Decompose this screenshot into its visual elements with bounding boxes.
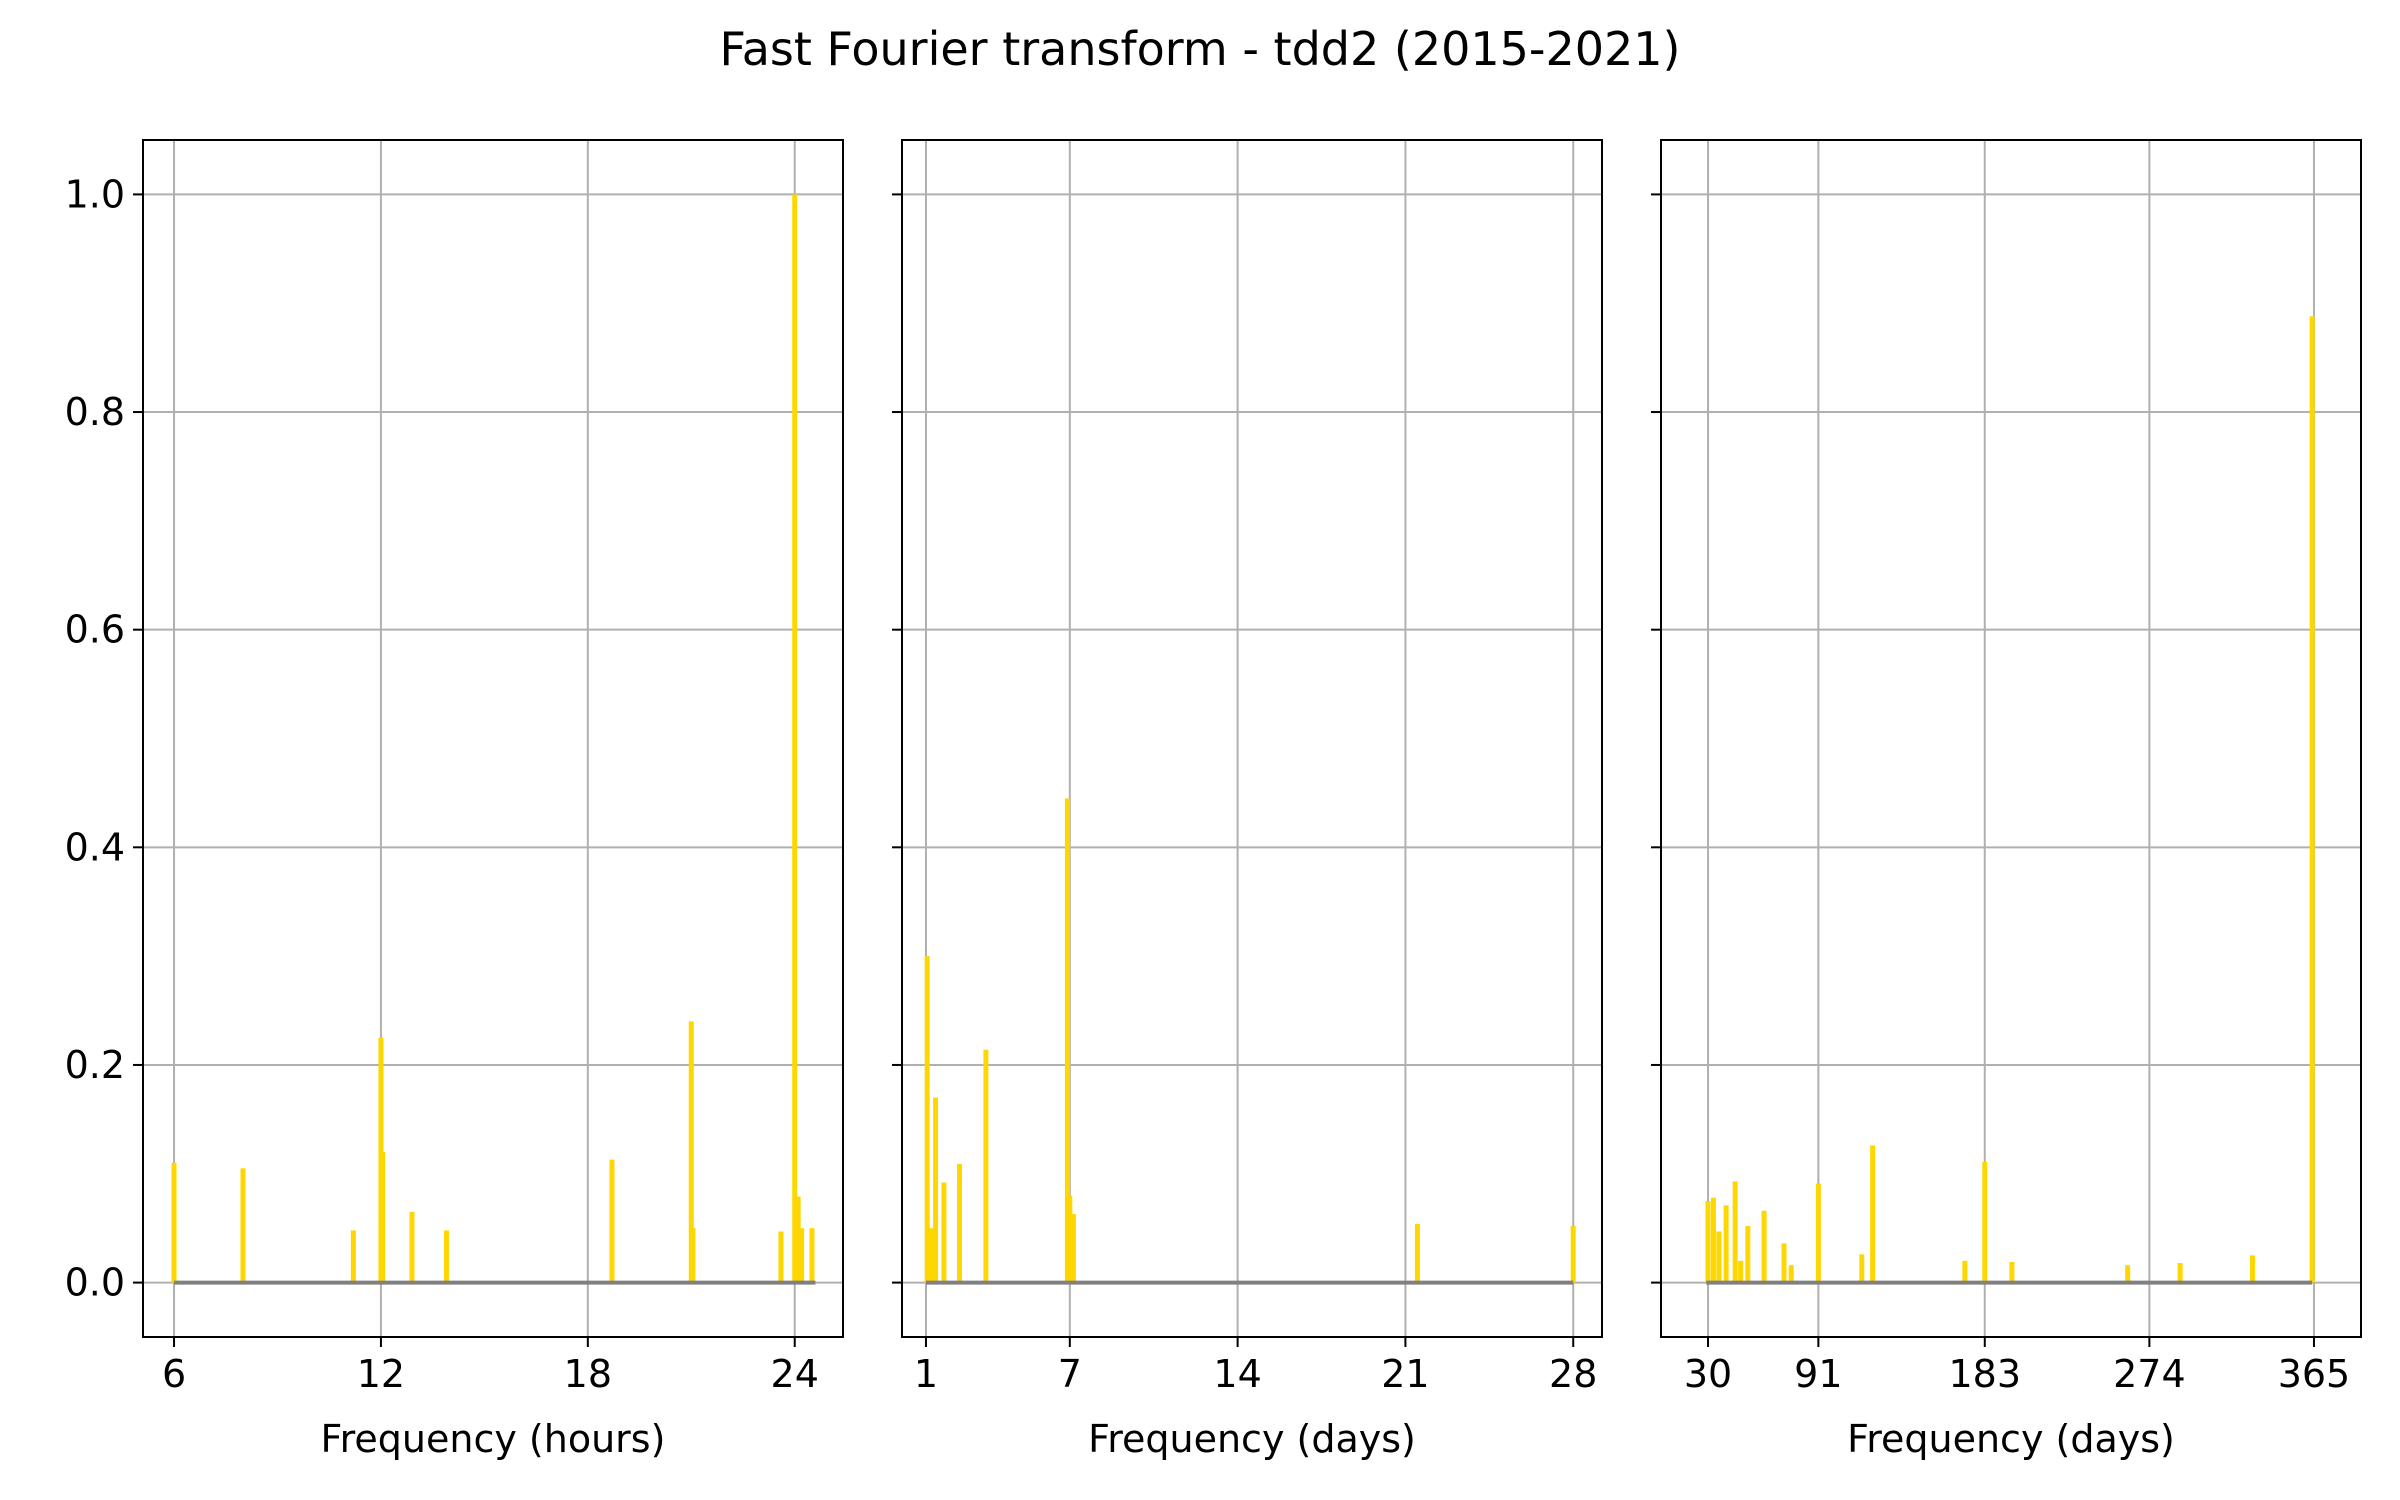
x-tick-label: 7: [1058, 1352, 1082, 1396]
fft-bar: [795, 1196, 801, 1283]
x-tick-label: 365: [2278, 1352, 2351, 1396]
x-tick-label: 14: [1213, 1352, 1261, 1396]
x-tick-label: 6: [162, 1352, 186, 1396]
fft-bar: [688, 1021, 694, 1283]
y-tick-label: 0.4: [65, 825, 125, 869]
fft-bar: [171, 1162, 177, 1283]
axes-frame: [142, 139, 844, 1338]
fft-bar: [2249, 1255, 2255, 1283]
x-axis-label: Frequency (days): [1847, 1417, 2175, 1461]
fft-bar: [2009, 1261, 2015, 1283]
x-tick-label: 21: [1381, 1352, 1429, 1396]
fft-bar: [2125, 1265, 2131, 1283]
fft-bar: [809, 1228, 815, 1283]
y-tick-label: 0.8: [65, 390, 125, 434]
axes-frame: [901, 139, 1603, 1338]
fft-bar: [941, 1182, 947, 1283]
y-tick-label: 0.6: [65, 608, 125, 652]
x-tick-label: 30: [1684, 1352, 1732, 1396]
x-tick-label: 1: [914, 1352, 938, 1396]
fft-bar: [1761, 1210, 1767, 1283]
fft-bar: [350, 1230, 356, 1283]
fft-bar: [1738, 1260, 1744, 1283]
fft-bar: [924, 956, 930, 1283]
fft-bar: [609, 1159, 615, 1283]
axes-frame: [1660, 139, 2362, 1338]
x-axis-label: Frequency (days): [1088, 1417, 1416, 1461]
subplots: 6 12 18 24 0.0 0.2 0.4 0.6 0.8 1.0 Frequency (hour…: [65, 139, 2362, 1461]
fft-bar: [792, 194, 798, 1283]
fft-bar: [957, 1163, 963, 1283]
fft-bar: [380, 1152, 386, 1283]
x-axis-label: Frequency (hours): [321, 1417, 666, 1461]
fft-bar: [983, 1049, 989, 1283]
fft-bar: [1723, 1205, 1729, 1283]
subplot-3: 30 91 183 274 365 Frequency (days): [1651, 139, 2362, 1461]
x-tick-label: 28: [1549, 1352, 1597, 1396]
fft-bar: [1705, 1200, 1711, 1283]
x-tick-label: 24: [771, 1352, 819, 1396]
fft-bar: [1070, 1214, 1076, 1283]
fft-bar: [1570, 1226, 1576, 1283]
fft-bar: [1870, 1145, 1876, 1283]
fft-bar: [1716, 1231, 1722, 1283]
fft-bar: [690, 1228, 696, 1283]
fft-bar: [443, 1230, 449, 1283]
fft-bar: [1710, 1197, 1716, 1283]
x-tick-label: 18: [564, 1352, 612, 1396]
fft-bar: [1732, 1181, 1738, 1283]
subplot-2: 1 7 14 21 28 Frequency (days): [892, 139, 1603, 1461]
x-tick-label: 274: [2113, 1352, 2186, 1396]
fft-bar: [2309, 316, 2315, 1283]
x-tick-label: 183: [1949, 1352, 2022, 1396]
fft-bar: [409, 1211, 415, 1283]
fft-bar: [928, 1228, 934, 1283]
fft-bar: [1781, 1243, 1787, 1283]
y-tick-label: 0.0: [65, 1261, 125, 1305]
x-tick-label: 12: [357, 1352, 405, 1396]
fft-bar: [2177, 1263, 2183, 1283]
y-tick-label: 0.2: [65, 1043, 125, 1087]
y-tick-label: 1.0: [65, 172, 125, 216]
fft-bar: [1962, 1260, 1968, 1283]
fft-bar: [1745, 1226, 1751, 1283]
fft-bar: [1982, 1161, 1988, 1283]
fft-bar: [933, 1097, 939, 1283]
fft-bar: [799, 1228, 805, 1283]
fft-bar: [1064, 798, 1070, 1283]
fft-bar: [1414, 1223, 1420, 1283]
fft-bar: [1788, 1265, 1794, 1283]
x-tick-label: 91: [1794, 1352, 1842, 1396]
figure-title: Fast Fourier transform - tdd2 (2015-2021…: [720, 22, 1681, 76]
fft-bar: [778, 1231, 784, 1283]
fft-bar: [1067, 1195, 1073, 1283]
fft-bar: [1815, 1183, 1821, 1283]
fft-bar: [240, 1168, 246, 1283]
fft-bar: [1859, 1254, 1865, 1283]
subplot-1: 6 12 18 24 0.0 0.2 0.4 0.6 0.8 1.0 Frequency (hour…: [65, 139, 844, 1461]
